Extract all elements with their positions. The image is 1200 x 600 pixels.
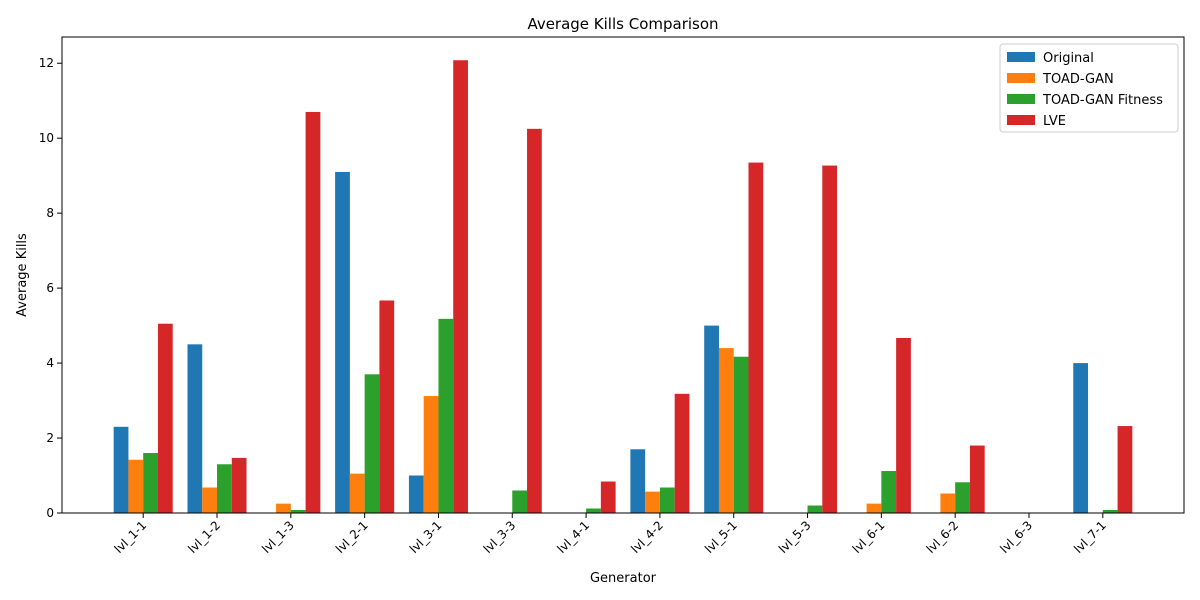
bar-0-3 bbox=[335, 171, 350, 513]
legend: Original TOAD-GAN TOAD-GAN Fitness LVE bbox=[999, 43, 1179, 133]
x-tick-label: lvl_3-3 bbox=[481, 518, 519, 556]
bar-0-7 bbox=[630, 449, 646, 513]
x-tick-label: lvl_7-1 bbox=[1071, 518, 1109, 556]
bar-3-6 bbox=[600, 481, 616, 513]
bar-2-4 bbox=[438, 318, 454, 513]
y-tick-label: 0 bbox=[46, 506, 54, 520]
legend-label: Original bbox=[1043, 51, 1094, 66]
bar-2-13 bbox=[1102, 510, 1118, 513]
y-tick-label: 8 bbox=[46, 206, 54, 220]
y-tick-label: 4 bbox=[46, 356, 54, 370]
series-2 bbox=[143, 318, 1118, 513]
x-tick-label: lvl_2-1 bbox=[333, 518, 371, 556]
legend-swatch bbox=[1007, 94, 1035, 104]
y-tick-label: 12 bbox=[39, 56, 54, 70]
x-tick-label: lvl_4-1 bbox=[554, 518, 592, 556]
legend-swatch bbox=[1007, 73, 1035, 83]
bar-2-0 bbox=[143, 453, 158, 513]
legend-frame bbox=[999, 43, 1179, 133]
plot-frame bbox=[61, 36, 1185, 514]
bar-0-4 bbox=[408, 475, 424, 513]
bar-2-6 bbox=[586, 508, 601, 513]
x-tick-label: lvl_3-1 bbox=[407, 518, 445, 556]
chart-title: Average Kills Comparison bbox=[527, 15, 718, 33]
bar-3-9 bbox=[822, 165, 838, 513]
x-axis-title: Generator bbox=[590, 571, 657, 586]
x-tick-label: lvl_5-1 bbox=[702, 518, 740, 556]
x-tick-label: lvl_6-3 bbox=[997, 518, 1035, 556]
legend-label: TOAD-GAN bbox=[1042, 72, 1114, 87]
bar-3-7 bbox=[674, 393, 690, 513]
y-axis: 0 2 4 6 8 10 12 bbox=[39, 56, 62, 520]
series-1 bbox=[128, 348, 956, 513]
legend-label: LVE bbox=[1043, 114, 1066, 129]
bar-2-2 bbox=[290, 510, 306, 513]
bar-0-8 bbox=[704, 325, 719, 513]
bar-3-2 bbox=[305, 111, 321, 514]
bar-1-0 bbox=[128, 459, 144, 513]
bar-0-1 bbox=[187, 344, 203, 513]
bar-2-5 bbox=[512, 490, 528, 513]
bar-3-5 bbox=[527, 128, 542, 513]
bar-3-13 bbox=[1117, 426, 1133, 513]
bar-2-10 bbox=[881, 471, 897, 513]
bar-1-1 bbox=[202, 487, 218, 513]
bar-2-3 bbox=[364, 374, 380, 513]
y-tick-label: 10 bbox=[39, 131, 54, 145]
bar-2-11 bbox=[955, 482, 970, 513]
x-tick-label: lvl_5-3 bbox=[776, 518, 814, 556]
bar-1-4 bbox=[423, 396, 439, 513]
x-axis: lvl_1-1 lvl_1-2 lvl_1-3 lvl_2-1 lvl_3-1 lvl_3… bbox=[112, 513, 1109, 556]
bar-1-7 bbox=[645, 491, 660, 513]
x-tick-label: lvl_6-2 bbox=[924, 518, 962, 556]
bar-1-10 bbox=[866, 503, 882, 513]
bar-0-13 bbox=[1073, 363, 1089, 513]
series-3 bbox=[157, 60, 1133, 514]
legend-swatch bbox=[1007, 52, 1035, 62]
x-tick-label: lvl_1-2 bbox=[185, 518, 223, 556]
x-tick-label: lvl_6-1 bbox=[850, 518, 888, 556]
bar-3-0 bbox=[157, 323, 173, 513]
bar-2-8 bbox=[733, 356, 749, 513]
bar-0-0 bbox=[113, 426, 129, 513]
y-tick-label: 2 bbox=[46, 431, 54, 445]
x-tick-label: lvl_4-2 bbox=[628, 518, 666, 556]
bar-1-3 bbox=[349, 473, 365, 513]
y-tick-label: 6 bbox=[46, 281, 54, 295]
bar-2-1 bbox=[217, 464, 232, 513]
x-tick-label: lvl_1-3 bbox=[259, 518, 297, 556]
x-tick-label: lvl_1-1 bbox=[112, 518, 150, 556]
bar-3-3 bbox=[379, 300, 395, 513]
series-0 bbox=[113, 171, 1089, 513]
bar-2-7 bbox=[659, 487, 675, 513]
bar-3-10 bbox=[896, 337, 911, 513]
bar-2-9 bbox=[807, 505, 823, 513]
bar-3-8 bbox=[748, 162, 764, 513]
bar-3-4 bbox=[453, 60, 468, 514]
bar-1-11 bbox=[940, 493, 956, 513]
bar-3-11 bbox=[969, 445, 985, 513]
bar-3-1 bbox=[231, 457, 247, 513]
bar-1-2 bbox=[276, 503, 291, 513]
legend-label: TOAD-GAN Fitness bbox=[1042, 93, 1163, 108]
y-axis-title: Average Kills bbox=[15, 233, 30, 317]
bar-1-8 bbox=[718, 348, 734, 513]
legend-swatch bbox=[1007, 115, 1035, 125]
plot-area bbox=[113, 60, 1133, 514]
